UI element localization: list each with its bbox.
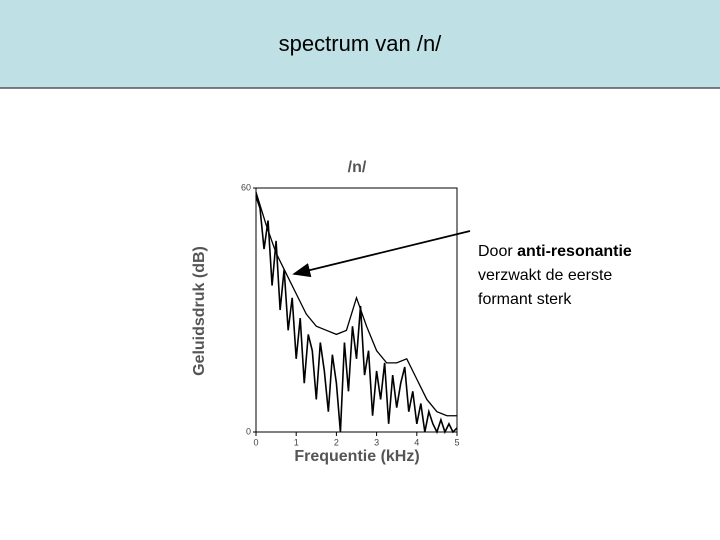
plot-frame bbox=[255, 187, 458, 433]
slide-title: spectrum van /n/ bbox=[279, 31, 443, 56]
x-tick-label: 3 bbox=[374, 437, 379, 447]
annotation-text: Door bbox=[478, 243, 513, 260]
annotation-bold: anti-resonantie bbox=[517, 243, 632, 260]
header-band bbox=[0, 0, 720, 88]
x-tick-label: 5 bbox=[454, 437, 459, 447]
y-tick-label: 0 bbox=[246, 426, 251, 436]
annotation-line: formant sterk bbox=[478, 291, 572, 308]
x-tick-label: 1 bbox=[294, 437, 299, 447]
annotation-arrow bbox=[292, 230, 471, 278]
chart-title: /n/ bbox=[348, 159, 367, 176]
series-line bbox=[255, 191, 457, 417]
x-tick-label: 0 bbox=[253, 437, 258, 447]
annotation-line: Door anti-resonantie bbox=[478, 243, 632, 260]
series-line bbox=[255, 195, 458, 435]
x-axis-label: Frequentie (kHz) bbox=[294, 448, 419, 465]
y-tick-label: 60 bbox=[241, 182, 251, 192]
x-tick-label: 2 bbox=[334, 437, 339, 447]
x-tick-label: 4 bbox=[414, 437, 419, 447]
y-axis-label: Geluidsdruk (dB) bbox=[191, 246, 208, 376]
annotation-line: verzwakt de eerste bbox=[478, 267, 612, 284]
